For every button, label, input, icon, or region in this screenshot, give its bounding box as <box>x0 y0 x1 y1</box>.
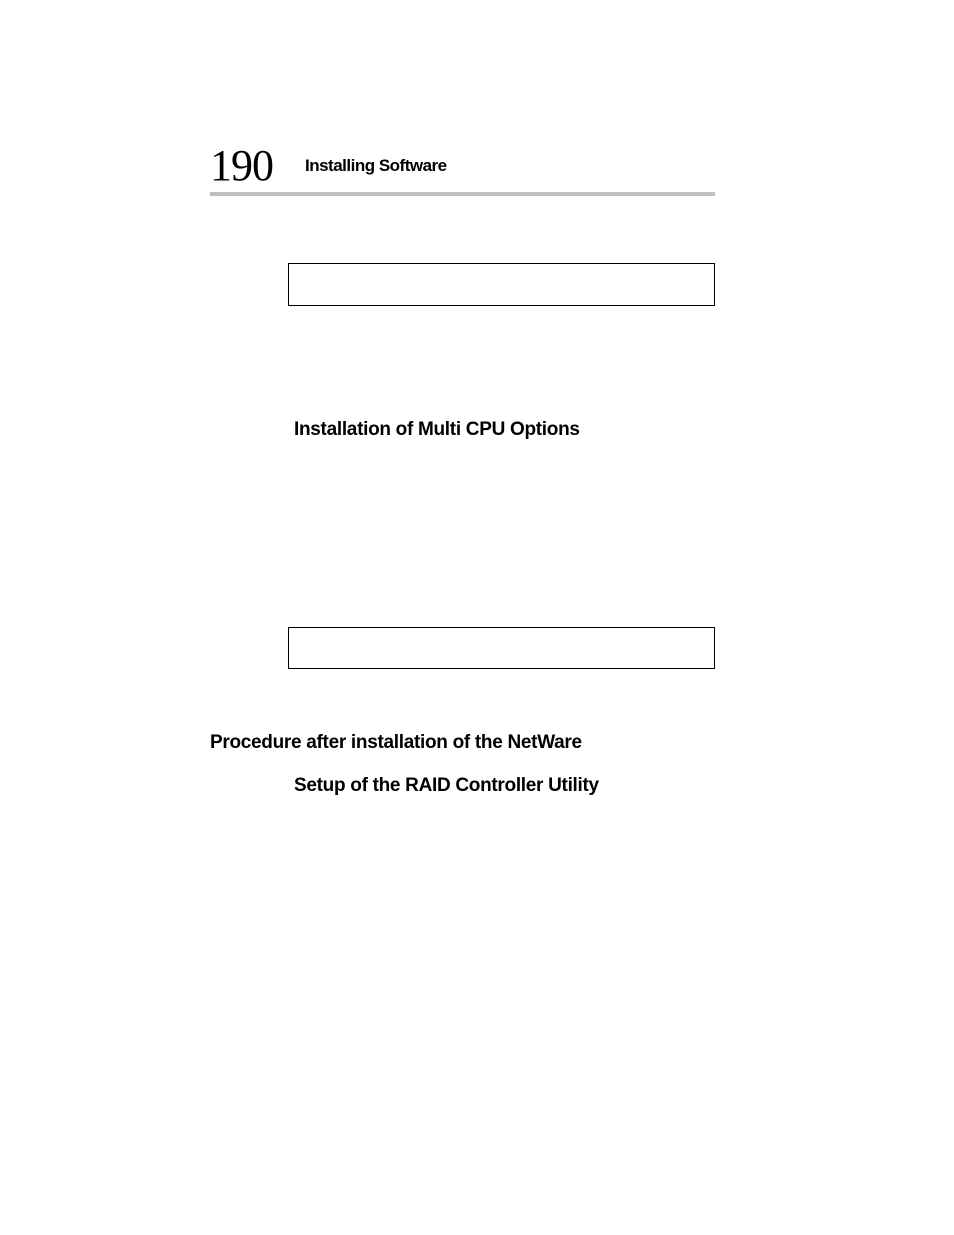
content-box-2 <box>288 627 715 669</box>
chapter-title: Installing Software <box>305 156 447 176</box>
section-heading-multi-cpu: Installation of Multi CPU Options <box>294 419 580 441</box>
content-box-1 <box>288 263 715 306</box>
page-number: 190 <box>210 140 273 191</box>
page-header: 190 Installing Software <box>210 140 715 191</box>
header-divider <box>210 192 715 196</box>
section-heading-netware-procedure: Procedure after installation of the NetW… <box>210 732 582 754</box>
section-heading-raid-utility: Setup of the RAID Controller Utility <box>294 775 599 797</box>
page-container: 190 Installing Software Installation of … <box>0 0 954 1235</box>
